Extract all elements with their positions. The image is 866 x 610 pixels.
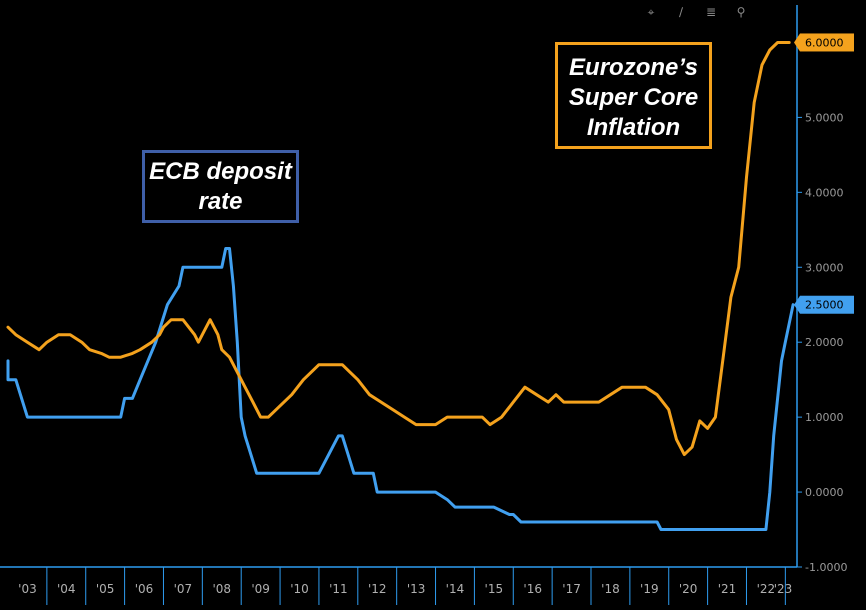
x-tick-label: '15 xyxy=(485,582,504,596)
last-value-label-1: 6.0000 xyxy=(805,36,844,49)
y-tick-label: 3.0000 xyxy=(805,261,844,274)
y-tick-label: 4.0000 xyxy=(805,186,844,199)
x-tick-label: '17 xyxy=(562,582,581,596)
x-tick-label: '08 xyxy=(212,582,231,596)
x-tick-label: '05 xyxy=(96,582,115,596)
x-tick-label: '14 xyxy=(446,582,465,596)
axes xyxy=(0,5,798,568)
y-tick-label: 2.0000 xyxy=(805,336,844,349)
y-tick-label: -1.0000 xyxy=(805,561,847,574)
series-layer xyxy=(6,41,795,531)
last-value-badges: 2.5000 6.0000 xyxy=(794,33,854,314)
x-tick-label: '03 xyxy=(18,582,37,596)
x-tick-label: '09 xyxy=(251,582,270,596)
last-value-badge-1 xyxy=(800,33,854,52)
x-tick-label: '16 xyxy=(523,582,542,596)
y-tick-label: 5.0000 xyxy=(805,111,844,124)
x-axis-ticks: '03 '04 '05 '06 '07 '08 '09 '10 '11 '12 '13 '14 '15 '… xyxy=(18,567,792,605)
super-core-inflation-annotation: Eurozone’s Super Core Inflation xyxy=(555,42,712,149)
x-tick-label: '13 xyxy=(407,582,426,596)
x-tick-label: '07 xyxy=(174,582,193,596)
series-line-0 xyxy=(6,247,795,531)
x-tick-label: '21 xyxy=(718,582,737,596)
x-tick-label: '12 xyxy=(368,582,387,596)
x-tick-label: '20 xyxy=(679,582,698,596)
x-tick-label: '11 xyxy=(329,582,348,596)
draw-icon[interactable]: ∕ xyxy=(678,5,684,19)
last-value-pointer-1 xyxy=(794,33,800,52)
chart-toolbar: ⌖ ∕ ≣ ⚲ xyxy=(638,2,754,22)
ecb-deposit-rate-annotation: ECB deposit rate xyxy=(142,150,299,223)
y-tick-label: 1.0000 xyxy=(805,411,844,424)
legend-icon[interactable]: ≣ xyxy=(705,5,717,19)
x-tick-label: '18 xyxy=(601,582,620,596)
x-tick-label: '06 xyxy=(135,582,154,596)
x-tick-label: '22 xyxy=(757,582,776,596)
x-tick-label: '19 xyxy=(640,582,659,596)
zoom-icon[interactable]: ⚲ xyxy=(736,5,746,19)
last-value-label-0: 2.5000 xyxy=(805,299,844,312)
last-value-badge-0 xyxy=(800,295,854,314)
last-value-pointer-0 xyxy=(794,295,800,314)
x-tick-label: '10 xyxy=(290,582,309,596)
series-line-1 xyxy=(6,41,791,457)
y-tick-label: 0.0000 xyxy=(805,486,844,499)
crosshair-icon[interactable]: ⌖ xyxy=(647,4,655,19)
x-tick-label: '04 xyxy=(57,582,76,596)
x-tick-label: '23 xyxy=(774,582,793,596)
